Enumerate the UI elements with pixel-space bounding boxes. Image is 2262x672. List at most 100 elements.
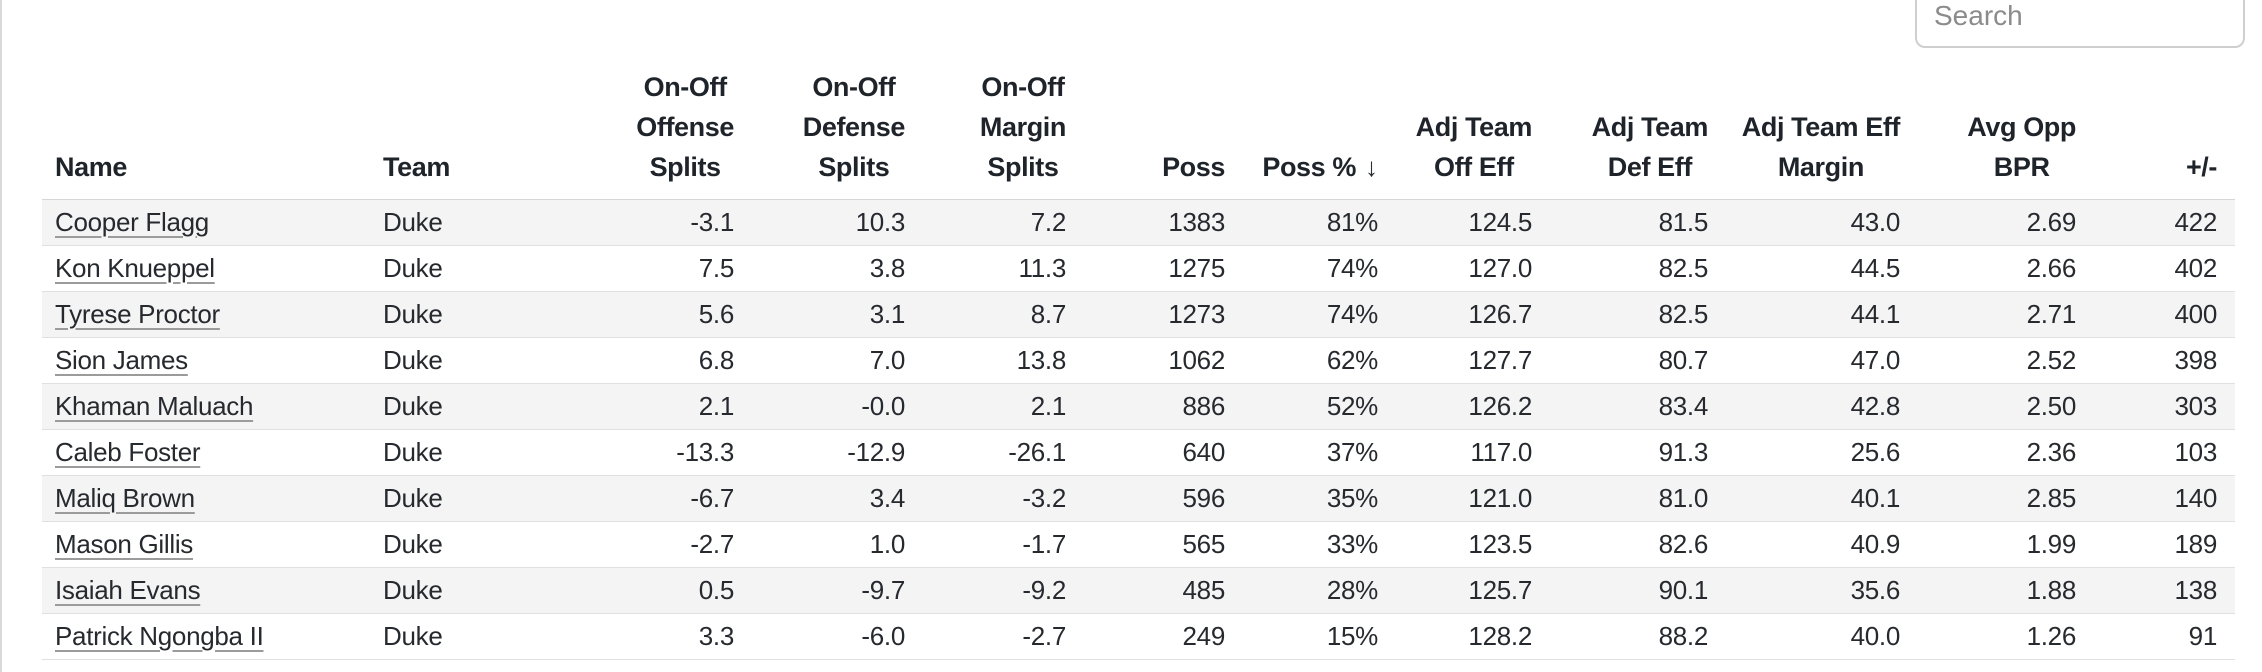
cell-adj-team-eff-margin: 44.1 — [1726, 291, 1918, 338]
cell-on-off-margin-splits: -2.7 — [923, 613, 1084, 660]
cell-plus-minus: 303 — [2094, 383, 2235, 430]
cell-on-off-margin-splits: -26.1 — [923, 429, 1084, 476]
table-header: Name Team On-Off Offense Splits On-Off D… — [42, 0, 2235, 200]
cell-poss: 886 — [1084, 383, 1243, 430]
cell-adj-team-def-eff: 88.2 — [1550, 613, 1726, 660]
cell-team: Duke — [370, 521, 632, 568]
column-header-on-off-defense-splits[interactable]: On-Off Defense Splits — [752, 0, 923, 200]
cell-team: Duke — [370, 613, 632, 660]
cell-on-off-margin-splits: 7.2 — [923, 199, 1084, 246]
table-body: Cooper Flagg Duke -3.1 10.3 7.2 1383 81%… — [42, 199, 2235, 660]
player-link[interactable]: Maliq Brown — [55, 482, 195, 513]
cell-adj-team-def-eff: 82.5 — [1550, 245, 1726, 292]
cell-team: Duke — [370, 383, 632, 430]
cell-on-off-offense-splits: -2.7 — [632, 521, 752, 568]
cell-name: Cooper Flagg — [42, 199, 370, 246]
sort-descending-icon: ↓ — [1365, 151, 1378, 182]
cell-avg-opp-bpr: 2.36 — [1918, 429, 2094, 476]
cell-avg-opp-bpr: 2.85 — [1918, 475, 2094, 522]
cell-on-off-margin-splits: -9.2 — [923, 567, 1084, 614]
cell-on-off-margin-splits: 8.7 — [923, 291, 1084, 338]
cell-name: Kon Knueppel — [42, 245, 370, 292]
column-header-adj-team-off-eff[interactable]: Adj Team Off Eff — [1396, 0, 1550, 200]
cell-plus-minus: 398 — [2094, 337, 2235, 384]
cell-on-off-offense-splits: 2.1 — [632, 383, 752, 430]
cell-name: Isaiah Evans — [42, 567, 370, 614]
player-link[interactable]: Caleb Foster — [55, 436, 201, 467]
table-row: Khaman Maluach Duke 2.1 -0.0 2.1 886 52%… — [42, 383, 2235, 430]
cell-plus-minus: 91 — [2094, 613, 2235, 660]
table-row: Mason Gillis Duke -2.7 1.0 -1.7 565 33% … — [42, 521, 2235, 568]
column-header-adj-team-eff-margin[interactable]: Adj Team Eff Margin — [1726, 0, 1918, 200]
cell-poss: 249 — [1084, 613, 1243, 660]
cell-adj-team-off-eff: 117.0 — [1396, 429, 1550, 476]
cell-on-off-defense-splits: -0.0 — [752, 383, 923, 430]
cell-on-off-offense-splits: -13.3 — [632, 429, 752, 476]
cell-avg-opp-bpr: 2.66 — [1918, 245, 2094, 292]
column-header-poss-pct[interactable]: Poss % ↓ — [1243, 0, 1396, 200]
column-header-on-off-margin-splits[interactable]: On-Off Margin Splits — [923, 0, 1084, 200]
player-link[interactable]: Tyrese Proctor — [55, 298, 220, 329]
column-header-avg-opp-bpr[interactable]: Avg Opp BPR — [1918, 0, 2094, 200]
column-header-name[interactable]: Name — [42, 0, 370, 200]
player-link[interactable]: Patrick Ngongba II — [55, 620, 264, 651]
column-header-plus-minus[interactable]: +/- — [2094, 0, 2235, 200]
cell-poss: 1383 — [1084, 199, 1243, 246]
table-row: Cooper Flagg Duke -3.1 10.3 7.2 1383 81%… — [42, 199, 2235, 246]
cell-on-off-defense-splits: -12.9 — [752, 429, 923, 476]
player-link[interactable]: Sion James — [55, 344, 188, 375]
cell-on-off-defense-splits: 3.4 — [752, 475, 923, 522]
cell-avg-opp-bpr: 2.69 — [1918, 199, 2094, 246]
cell-on-off-margin-splits: 2.1 — [923, 383, 1084, 430]
cell-on-off-margin-splits: -1.7 — [923, 521, 1084, 568]
player-link[interactable]: Cooper Flagg — [55, 206, 209, 237]
cell-on-off-offense-splits: -3.1 — [632, 199, 752, 246]
table-row: Maliq Brown Duke -6.7 3.4 -3.2 596 35% 1… — [42, 475, 2235, 522]
cell-team: Duke — [370, 199, 632, 246]
cell-poss: 1062 — [1084, 337, 1243, 384]
cell-on-off-defense-splits: 7.0 — [752, 337, 923, 384]
column-header-adj-team-def-eff[interactable]: Adj Team Def Eff — [1550, 0, 1726, 200]
cell-poss-pct: 37% — [1243, 429, 1396, 476]
player-stats-table: Name Team On-Off Offense Splits On-Off D… — [42, 0, 2235, 660]
player-link[interactable]: Mason Gillis — [55, 528, 193, 559]
cell-adj-team-off-eff: 126.7 — [1396, 291, 1550, 338]
cell-avg-opp-bpr: 1.88 — [1918, 567, 2094, 614]
cell-adj-team-off-eff: 121.0 — [1396, 475, 1550, 522]
cell-on-off-defense-splits: 1.0 — [752, 521, 923, 568]
cell-on-off-offense-splits: 6.8 — [632, 337, 752, 384]
cell-adj-team-eff-margin: 40.0 — [1726, 613, 1918, 660]
column-header-team[interactable]: Team — [370, 0, 632, 200]
cell-on-off-offense-splits: 0.5 — [632, 567, 752, 614]
cell-poss-pct: 15% — [1243, 613, 1396, 660]
cell-on-off-offense-splits: 7.5 — [632, 245, 752, 292]
cell-adj-team-def-eff: 82.5 — [1550, 291, 1726, 338]
cell-adj-team-eff-margin: 40.9 — [1726, 521, 1918, 568]
cell-adj-team-eff-margin: 35.6 — [1726, 567, 1918, 614]
cell-on-off-margin-splits: 13.8 — [923, 337, 1084, 384]
cell-poss-pct: 52% — [1243, 383, 1396, 430]
cell-poss-pct: 74% — [1243, 245, 1396, 292]
cell-poss-pct: 81% — [1243, 199, 1396, 246]
cell-name: Caleb Foster — [42, 429, 370, 476]
cell-adj-team-eff-margin: 47.0 — [1726, 337, 1918, 384]
cell-poss: 1275 — [1084, 245, 1243, 292]
cell-adj-team-off-eff: 127.7 — [1396, 337, 1550, 384]
cell-poss: 565 — [1084, 521, 1243, 568]
cell-team: Duke — [370, 429, 632, 476]
player-link[interactable]: Isaiah Evans — [55, 574, 201, 605]
cell-on-off-defense-splits: 3.1 — [752, 291, 923, 338]
cell-poss: 485 — [1084, 567, 1243, 614]
cell-plus-minus: 422 — [2094, 199, 2235, 246]
cell-adj-team-off-eff: 128.2 — [1396, 613, 1550, 660]
player-link[interactable]: Khaman Maluach — [55, 390, 254, 421]
player-link[interactable]: Kon Knueppel — [55, 252, 215, 283]
cell-avg-opp-bpr: 2.52 — [1918, 337, 2094, 384]
cell-on-off-offense-splits: -6.7 — [632, 475, 752, 522]
column-header-on-off-offense-splits[interactable]: On-Off Offense Splits — [632, 0, 752, 200]
cell-team: Duke — [370, 245, 632, 292]
column-header-poss[interactable]: Poss — [1084, 0, 1243, 200]
cell-adj-team-off-eff: 127.0 — [1396, 245, 1550, 292]
cell-on-off-margin-splits: -3.2 — [923, 475, 1084, 522]
